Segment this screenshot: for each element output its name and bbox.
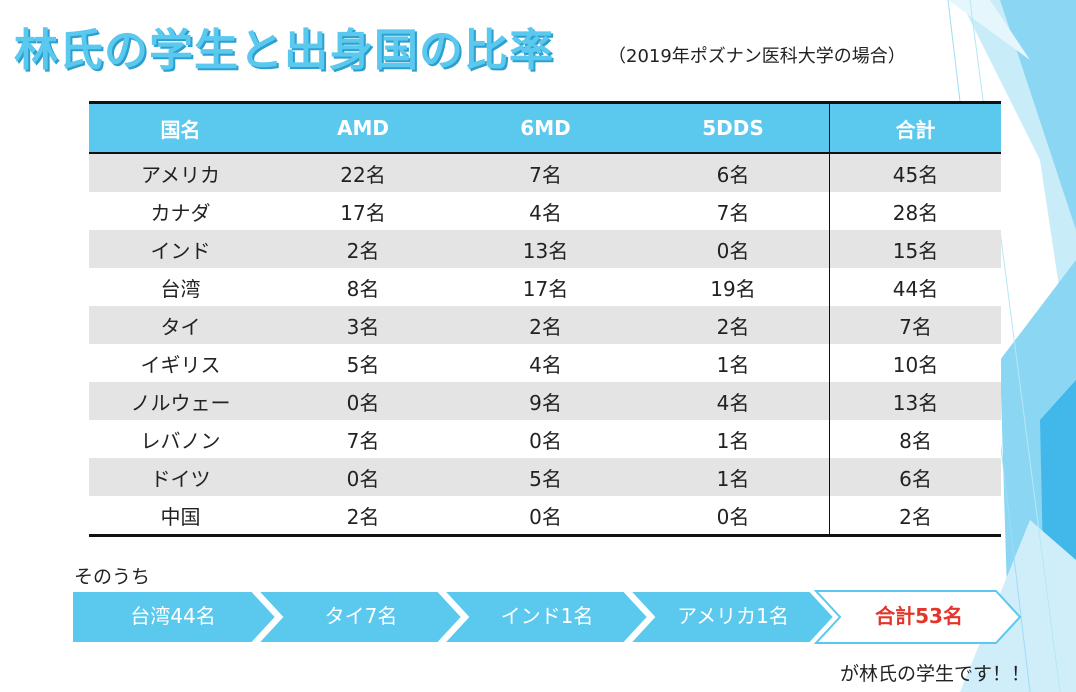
cell-5dds: 2名: [637, 306, 830, 344]
summary-step-total: 合計53名: [875, 604, 963, 628]
cell-country: アメリカ: [89, 153, 272, 192]
cell-amd: 7名: [272, 420, 454, 458]
column-header-total: 合計: [829, 102, 1001, 154]
chevron-shape: [71, 590, 278, 644]
cell-total: 10名: [829, 344, 1001, 382]
chevron-shape: [441, 590, 650, 644]
cell-amd: 2名: [272, 496, 454, 536]
table-row: タイ 3名 2名 2名 7名: [89, 306, 1001, 344]
table-row: ノルウェー 0名 9名 4名 13名: [89, 382, 1001, 420]
cell-5dds: 6名: [637, 153, 830, 192]
cell-total: 45名: [829, 153, 1001, 192]
summary-intro: そのうち: [74, 566, 151, 588]
cell-country: インド: [89, 230, 272, 268]
summary-step-taiwan: 台湾44名: [130, 604, 216, 628]
table-row: レバノン 7名 0名 1名 8名: [89, 420, 1001, 458]
cell-total: 7名: [829, 306, 1001, 344]
cell-6md: 0名: [454, 420, 637, 458]
cell-5dds: 1名: [637, 420, 830, 458]
students-table: 国名 AMD 6MD 5DDS 合計 アメリカ 22名 7名 6名 45名 カナ…: [89, 101, 1001, 537]
summary-step-thailand: タイ7名: [324, 604, 398, 628]
cell-5dds: 1名: [637, 344, 830, 382]
cell-amd: 17名: [272, 192, 454, 230]
cell-5dds: 4名: [637, 382, 830, 420]
cell-6md: 4名: [454, 192, 637, 230]
cell-country: ノルウェー: [89, 382, 272, 420]
page-subtitle: （2019年ポズナン医科大学の場合）: [608, 46, 906, 67]
cell-6md: 0名: [454, 496, 637, 536]
cell-total: 28名: [829, 192, 1001, 230]
table-row: イギリス 5名 4名 1名 10名: [89, 344, 1001, 382]
cell-country: タイ: [89, 306, 272, 344]
cell-6md: 17名: [454, 268, 637, 306]
cell-6md: 2名: [454, 306, 637, 344]
cell-5dds: 1名: [637, 458, 830, 496]
cell-total: 8名: [829, 420, 1001, 458]
cell-amd: 5名: [272, 344, 454, 382]
cell-6md: 4名: [454, 344, 637, 382]
column-header-amd: AMD: [272, 102, 454, 154]
summary-footer: が林氏の学生です！！: [840, 663, 1031, 685]
cell-country: イギリス: [89, 344, 272, 382]
cell-country: 中国: [89, 496, 272, 536]
cell-6md: 9名: [454, 382, 637, 420]
column-header-country: 国名: [89, 102, 272, 154]
cell-amd: 0名: [272, 458, 454, 496]
page-title: 林氏の学生と出身国の比率: [14, 25, 554, 76]
cell-amd: 2名: [272, 230, 454, 268]
cell-5dds: 0名: [637, 230, 830, 268]
summary-step-india: インド1名: [500, 604, 594, 628]
cell-country: カナダ: [89, 192, 272, 230]
cell-total: 15名: [829, 230, 1001, 268]
cell-5dds: 0名: [637, 496, 830, 536]
table-row: ドイツ 0名 5名 1名 6名: [89, 458, 1001, 496]
cell-5dds: 7名: [637, 192, 830, 230]
cell-total: 2名: [829, 496, 1001, 536]
column-header-5dds: 5DDS: [637, 102, 830, 154]
cell-amd: 8名: [272, 268, 454, 306]
cell-total: 6名: [829, 458, 1001, 496]
chevron-shape: [627, 590, 836, 644]
cell-amd: 0名: [272, 382, 454, 420]
cell-country: ドイツ: [89, 458, 272, 496]
table-row: インド 2名 13名 0名 15名: [89, 230, 1001, 268]
cell-6md: 13名: [454, 230, 637, 268]
cell-6md: 7名: [454, 153, 637, 192]
table-row: 台湾 8名 17名 19名 44名: [89, 268, 1001, 306]
column-header-6md: 6MD: [454, 102, 637, 154]
cell-5dds: 19名: [637, 268, 830, 306]
cell-total: 13名: [829, 382, 1001, 420]
cell-amd: 22名: [272, 153, 454, 192]
table-row: カナダ 17名 4名 7名 28名: [89, 192, 1001, 230]
cell-6md: 5名: [454, 458, 637, 496]
cell-amd: 3名: [272, 306, 454, 344]
chevron-shape-total: [813, 590, 1022, 644]
table-header-row: 国名 AMD 6MD 5DDS 合計: [89, 102, 1001, 154]
summary-step-america: アメリカ1名: [677, 604, 789, 628]
cell-total: 44名: [829, 268, 1001, 306]
table-row: 中国 2名 0名 0名 2名: [89, 496, 1001, 536]
cell-country: レバノン: [89, 420, 272, 458]
chevron-shape: [255, 590, 464, 644]
cell-country: 台湾: [89, 268, 272, 306]
table-row: アメリカ 22名 7名 6名 45名: [89, 153, 1001, 192]
